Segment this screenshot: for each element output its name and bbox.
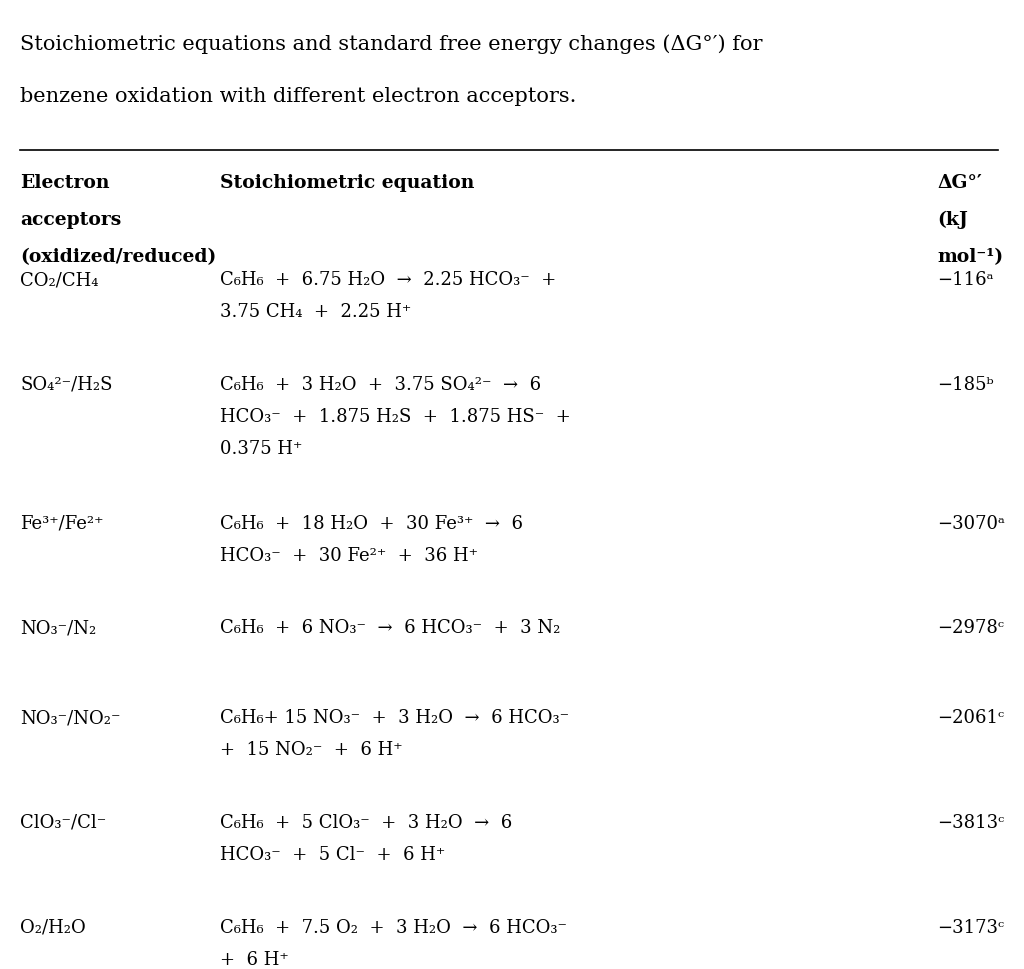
Text: −116ᵃ: −116ᵃ [937, 271, 993, 290]
Text: Stoichiometric equations and standard free energy changes (ΔG°′) for: Stoichiometric equations and standard fr… [20, 34, 763, 53]
Text: HCO₃⁻  +  30 Fe²⁺  +  36 H⁺: HCO₃⁻ + 30 Fe²⁺ + 36 H⁺ [220, 547, 478, 565]
Text: C₆H₆  +  18 H₂O  +  30 Fe³⁺  →  6: C₆H₆ + 18 H₂O + 30 Fe³⁺ → 6 [220, 515, 523, 533]
Text: C₆H₆  +  3 H₂O  +  3.75 SO₄²⁻  →  6: C₆H₆ + 3 H₂O + 3.75 SO₄²⁻ → 6 [220, 376, 542, 394]
Text: (oxidized/reduced): (oxidized/reduced) [20, 248, 217, 266]
Text: Electron: Electron [20, 174, 110, 193]
Text: C₆H₆  +  6.75 H₂O  →  2.25 HCO₃⁻  +: C₆H₆ + 6.75 H₂O → 2.25 HCO₃⁻ + [220, 271, 556, 290]
Text: C₆H₆+ 15 NO₃⁻  +  3 H₂O  →  6 HCO₃⁻: C₆H₆+ 15 NO₃⁻ + 3 H₂O → 6 HCO₃⁻ [220, 709, 569, 728]
Text: HCO₃⁻  +  1.875 H₂S  +  1.875 HS⁻  +: HCO₃⁻ + 1.875 H₂S + 1.875 HS⁻ + [220, 408, 571, 426]
Text: −3173ᶜ: −3173ᶜ [937, 919, 1005, 937]
Text: +  6 H⁺: + 6 H⁺ [220, 951, 289, 969]
Text: (kJ: (kJ [937, 211, 968, 230]
Text: −185ᵇ: −185ᵇ [937, 376, 993, 394]
Text: +  15 NO₂⁻  +  6 H⁺: + 15 NO₂⁻ + 6 H⁺ [220, 741, 402, 760]
Text: Fe³⁺/Fe²⁺: Fe³⁺/Fe²⁺ [20, 515, 104, 533]
Text: −3813ᶜ: −3813ᶜ [937, 814, 1005, 832]
Text: acceptors: acceptors [20, 211, 122, 230]
Text: NO₃⁻/N₂: NO₃⁻/N₂ [20, 619, 96, 638]
Text: CO₂/CH₄: CO₂/CH₄ [20, 271, 99, 290]
Text: −2978ᶜ: −2978ᶜ [937, 619, 1004, 638]
Text: SO₄²⁻/H₂S: SO₄²⁻/H₂S [20, 376, 113, 394]
Text: −3070ᵃ: −3070ᵃ [937, 515, 1005, 533]
Text: HCO₃⁻  +  5 Cl⁻  +  6 H⁺: HCO₃⁻ + 5 Cl⁻ + 6 H⁺ [220, 846, 445, 864]
Text: C₆H₆  +  6 NO₃⁻  →  6 HCO₃⁻  +  3 N₂: C₆H₆ + 6 NO₃⁻ → 6 HCO₃⁻ + 3 N₂ [220, 619, 560, 638]
Text: ClO₃⁻/Cl⁻: ClO₃⁻/Cl⁻ [20, 814, 106, 832]
Text: −2061ᶜ: −2061ᶜ [937, 709, 1005, 728]
Text: mol⁻¹): mol⁻¹) [937, 248, 1004, 266]
Text: NO₃⁻/NO₂⁻: NO₃⁻/NO₂⁻ [20, 709, 121, 728]
Text: benzene oxidation with different electron acceptors.: benzene oxidation with different electro… [20, 87, 577, 107]
Text: ΔG°′: ΔG°′ [937, 174, 982, 193]
Text: C₆H₆  +  5 ClO₃⁻  +  3 H₂O  →  6: C₆H₆ + 5 ClO₃⁻ + 3 H₂O → 6 [220, 814, 512, 832]
Text: 0.375 H⁺: 0.375 H⁺ [220, 440, 302, 458]
Text: C₆H₆  +  7.5 O₂  +  3 H₂O  →  6 HCO₃⁻: C₆H₆ + 7.5 O₂ + 3 H₂O → 6 HCO₃⁻ [220, 919, 567, 937]
Text: 3.75 CH₄  +  2.25 H⁺: 3.75 CH₄ + 2.25 H⁺ [220, 303, 412, 322]
Text: Stoichiometric equation: Stoichiometric equation [220, 174, 474, 193]
Text: O₂/H₂O: O₂/H₂O [20, 919, 86, 937]
